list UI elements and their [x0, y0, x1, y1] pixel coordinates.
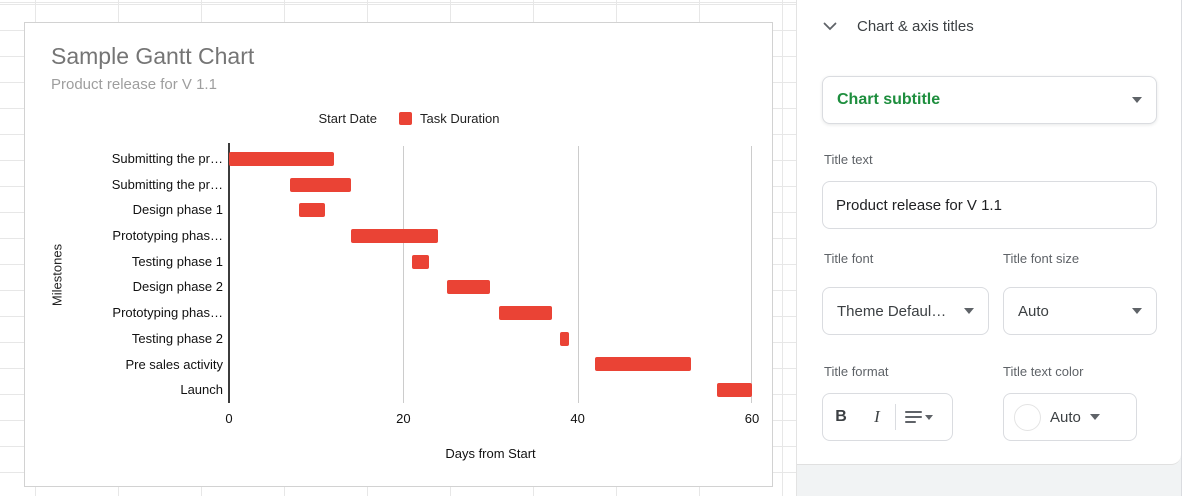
dropdown-arrow-icon: [925, 414, 933, 420]
gantt-bar[interactable]: [717, 383, 752, 398]
title-target-dropdown[interactable]: Chart subtitle: [822, 76, 1157, 124]
gantt-bar[interactable]: [351, 228, 439, 243]
panel-scrollbar-gutter: [1181, 0, 1184, 496]
category-axis-labels: Submitting the pr… Submitting the pr… Desi…: [25, 146, 223, 403]
title-text-color-value: Auto: [1050, 408, 1081, 426]
plot-area: 0 20 40 60: [225, 143, 759, 426]
title-font-label: Title font: [824, 251, 874, 266]
gantt-bar[interactable]: [229, 151, 334, 166]
chevron-down-icon: [823, 22, 837, 31]
category-label: Submitting the pr…: [111, 176, 223, 192]
gantt-bar[interactable]: [595, 357, 691, 372]
section-header-label: Chart & axis titles: [857, 18, 974, 35]
gantt-bar[interactable]: [499, 306, 552, 321]
chart-title: Sample Gantt Chart: [51, 43, 255, 69]
x-tick-label-60: 60: [744, 411, 760, 426]
gantt-bar[interactable]: [290, 177, 352, 192]
gridline-x-40: [577, 146, 579, 403]
category-label: Testing phase 2: [131, 330, 223, 346]
color-swatch-circle-icon: [1014, 403, 1041, 431]
category-label: Launch: [180, 382, 223, 398]
legend-item: Start Date: [297, 111, 377, 126]
legend-item: Task Duration: [399, 111, 500, 126]
category-label: Pre sales activity: [125, 356, 223, 372]
category-label: Testing phase 1: [131, 253, 223, 269]
chart-legend: Start Date Task Duration: [25, 111, 772, 126]
bold-button[interactable]: B: [835, 408, 847, 425]
title-format-toolbar: B I: [822, 393, 953, 441]
category-label: Design phase 2: [132, 279, 223, 295]
embedded-chart[interactable]: Sample Gantt Chart Product release for V…: [24, 22, 773, 487]
title-text-color-label: Title text color: [1003, 364, 1084, 379]
section-header-chart-axis-titles[interactable]: Chart & axis titles: [823, 18, 974, 35]
title-font-value: Theme Defaul…: [837, 302, 947, 320]
x-axis-title: Days from Start: [445, 446, 536, 461]
title-font-size-value: Auto: [1018, 302, 1049, 320]
dropdown-arrow-icon: [1132, 97, 1142, 103]
x-tick-label-20: 20: [396, 411, 411, 426]
italic-button[interactable]: I: [874, 407, 880, 426]
title-text-color-dropdown[interactable]: Auto: [1003, 393, 1137, 441]
dropdown-arrow-icon: [1089, 414, 1100, 420]
chart-subtitle: Product release for V 1.1: [51, 76, 217, 93]
title-format-label: Title format: [824, 364, 889, 379]
gantt-bar[interactable]: [298, 203, 325, 218]
category-label: Submitting the pr…: [111, 151, 223, 166]
category-label: Prototyping phas…: [112, 228, 223, 244]
x-tick-label-40: 40: [570, 411, 585, 426]
legend-swatch: [297, 112, 311, 125]
title-text-label: Title text: [824, 152, 873, 167]
dropdown-arrow-icon: [964, 308, 974, 314]
dropdown-arrow-icon: [1132, 308, 1142, 314]
legend-swatch: [399, 112, 413, 125]
title-text-input[interactable]: [822, 181, 1157, 229]
toolbar-divider: [895, 404, 896, 430]
chart-axis-titles-section: Chart & axis titles Chart subtitle Title…: [797, 0, 1181, 465]
title-target-value: Chart subtitle: [837, 91, 941, 108]
align-button[interactable]: [905, 411, 933, 423]
title-font-size-dropdown[interactable]: Auto: [1003, 287, 1157, 335]
category-label: Design phase 1: [132, 202, 223, 218]
align-icon: [905, 411, 922, 423]
y-axis-line: [228, 143, 230, 403]
legend-label: Task Duration: [420, 111, 500, 126]
gantt-bar[interactable]: [560, 331, 569, 346]
gridline-x-20: [403, 146, 405, 403]
gantt-bar[interactable]: [412, 254, 430, 269]
x-tick-label-0: 0: [225, 411, 233, 426]
title-font-size-label: Title font size: [1003, 251, 1080, 266]
gridline-x-60: [751, 146, 752, 403]
gantt-bar[interactable]: [446, 280, 491, 295]
title-font-dropdown[interactable]: Theme Defaul…: [822, 287, 989, 335]
chart-editor-panel: Chart & axis titles Chart subtitle Title…: [796, 0, 1184, 496]
category-label: Prototyping phas…: [112, 305, 223, 321]
legend-label: Start Date: [318, 111, 378, 126]
